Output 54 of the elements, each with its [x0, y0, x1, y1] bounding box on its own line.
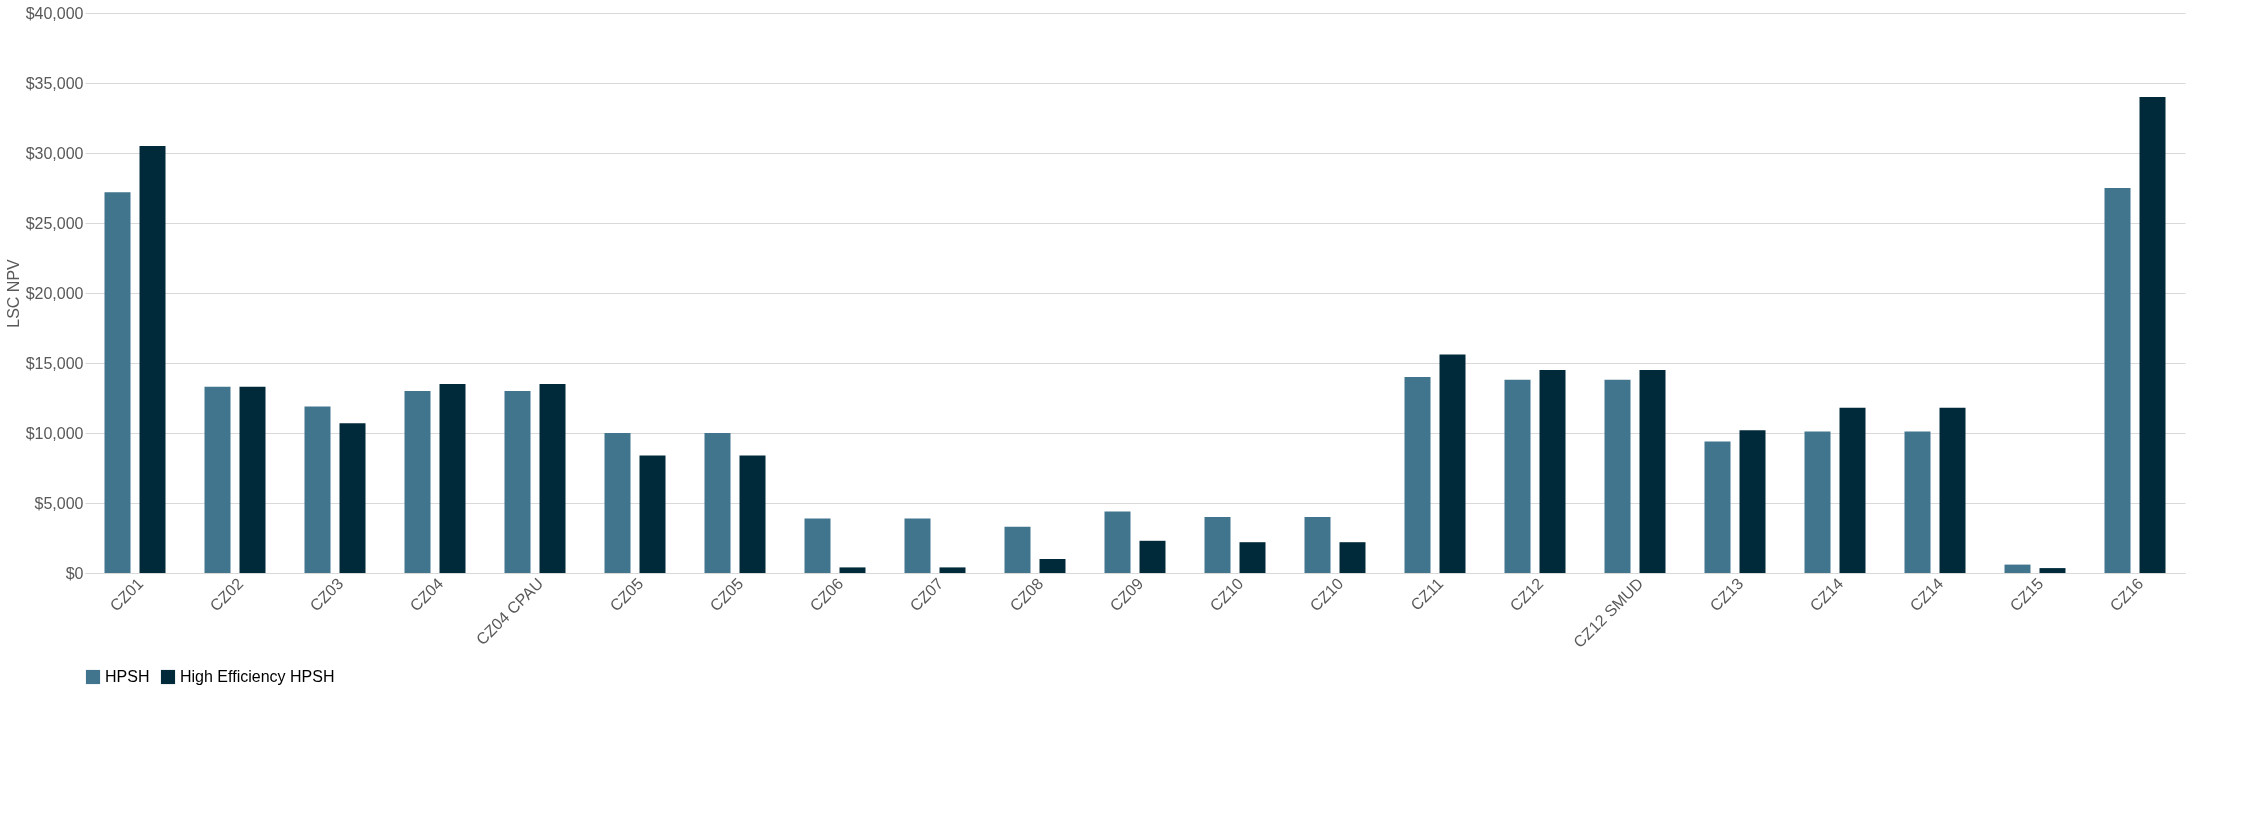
bar: [839, 567, 866, 573]
bar: [1839, 407, 1866, 573]
bar: [104, 192, 131, 573]
bar: [604, 433, 631, 573]
bar: [1104, 511, 1131, 573]
bar: [1404, 377, 1431, 573]
bar: [1304, 517, 1331, 573]
y-tick-label: $25,000: [25, 214, 84, 232]
bar: [939, 567, 966, 573]
y-tick-label: $40,000: [25, 4, 84, 22]
bar: [1204, 517, 1231, 573]
bar: [304, 406, 331, 573]
bar: [539, 384, 566, 573]
bar: [904, 518, 931, 573]
legend-label: High Efficiency HPSH: [180, 668, 335, 685]
legend-label: HPSH: [105, 668, 150, 685]
bar: [1739, 430, 1766, 573]
bar: [2039, 568, 2066, 573]
y-tick-label: $35,000: [25, 74, 84, 92]
y-tick-label: $30,000: [25, 144, 84, 162]
bar: [639, 455, 666, 573]
bar: [1804, 431, 1831, 573]
bar: [739, 455, 766, 573]
bar: [1704, 441, 1731, 573]
bar: [1339, 542, 1366, 573]
bar: [2104, 188, 2131, 573]
bar: [1439, 354, 1466, 573]
bar: [1904, 431, 1931, 573]
y-tick-label: $15,000: [25, 354, 84, 372]
bar: [1539, 370, 1566, 573]
y-tick-label: $20,000: [25, 284, 84, 302]
bar: [139, 146, 166, 573]
bar: [2139, 97, 2166, 573]
bar: [1504, 379, 1531, 573]
bar: [804, 518, 831, 573]
bar: [1004, 526, 1031, 573]
bar: [339, 423, 366, 573]
bar: [204, 386, 231, 573]
bar: [1604, 379, 1631, 573]
bar: [404, 391, 431, 573]
bar: [1039, 559, 1066, 573]
bar: [704, 433, 731, 573]
y-axis-title: LSC NPV: [4, 258, 22, 328]
y-tick-label: $0: [65, 564, 84, 582]
bar: [1639, 370, 1666, 573]
bar: [1239, 542, 1266, 573]
bar: [239, 386, 266, 573]
bar: [504, 391, 531, 573]
bar: [1939, 407, 1966, 573]
y-tick-label: $5,000: [34, 494, 84, 512]
y-tick-label: $10,000: [25, 424, 84, 442]
bar: [2004, 564, 2031, 573]
bar: [439, 384, 466, 573]
bar: [1139, 540, 1166, 573]
